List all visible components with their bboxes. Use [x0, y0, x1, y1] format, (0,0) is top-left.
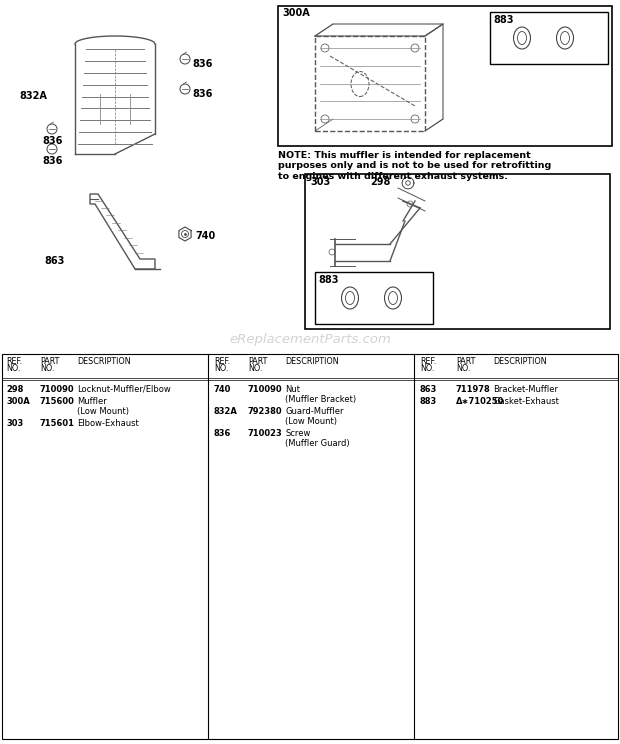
Text: 303: 303: [310, 177, 330, 187]
Text: NO.: NO.: [214, 364, 228, 373]
Text: Screw: Screw: [285, 429, 311, 438]
Text: NOTE: This muffler is intended for replacement
purposes only and is not to be us: NOTE: This muffler is intended for repla…: [278, 151, 551, 181]
Text: 863: 863: [45, 256, 65, 266]
Text: 832A: 832A: [19, 91, 47, 101]
Text: 836: 836: [192, 89, 213, 99]
Text: Locknut-Muffler/Elbow: Locknut-Muffler/Elbow: [77, 385, 170, 394]
Text: (Muffler Guard): (Muffler Guard): [285, 439, 350, 448]
Bar: [2, 354, 618, 739]
Text: (Low Mount): (Low Mount): [77, 407, 129, 416]
Text: eReplacementParts.com: eReplacementParts.com: [229, 333, 391, 345]
Text: 883: 883: [318, 275, 339, 285]
Text: 710090: 710090: [40, 385, 74, 394]
Text: 300A: 300A: [282, 8, 310, 18]
Text: Nut: Nut: [285, 385, 300, 394]
Text: 715600: 715600: [40, 397, 75, 406]
Text: 836: 836: [42, 136, 63, 146]
Text: 740: 740: [195, 231, 215, 241]
Text: 836: 836: [42, 156, 63, 166]
Text: REF.: REF.: [420, 357, 436, 366]
Text: Elbow-Exhaust: Elbow-Exhaust: [77, 419, 139, 428]
Bar: [305, 174, 610, 329]
Text: Bracket-Muffler: Bracket-Muffler: [493, 385, 558, 394]
Text: NO.: NO.: [420, 364, 435, 373]
Text: Muffler: Muffler: [77, 397, 107, 406]
Text: Δ∗710250: Δ∗710250: [456, 397, 505, 406]
Text: (Low Mount): (Low Mount): [285, 417, 337, 426]
Text: NO.: NO.: [6, 364, 20, 373]
Text: 711978: 711978: [456, 385, 491, 394]
Text: PART: PART: [456, 357, 476, 366]
Text: DESCRIPTION: DESCRIPTION: [77, 357, 131, 366]
Text: 863: 863: [420, 385, 437, 394]
Text: 303: 303: [6, 419, 24, 428]
Text: Guard-Muffler: Guard-Muffler: [285, 407, 343, 416]
Text: 832A: 832A: [214, 407, 238, 416]
Bar: [315, 36, 425, 131]
Text: 715601: 715601: [40, 419, 75, 428]
Text: 883: 883: [420, 397, 437, 406]
Text: 300A: 300A: [6, 397, 30, 406]
Text: 298: 298: [370, 177, 391, 187]
Text: 298: 298: [6, 385, 24, 394]
Text: 710023: 710023: [248, 429, 283, 438]
Text: DESCRIPTION: DESCRIPTION: [493, 357, 547, 366]
Text: REF.: REF.: [214, 357, 230, 366]
Text: PART: PART: [248, 357, 267, 366]
Text: 792380: 792380: [248, 407, 283, 416]
Text: 710090: 710090: [248, 385, 283, 394]
Text: NO.: NO.: [456, 364, 471, 373]
Text: 836: 836: [192, 59, 213, 69]
Text: (Muffler Bracket): (Muffler Bracket): [285, 395, 356, 404]
Bar: [278, 6, 612, 146]
Text: 883: 883: [493, 15, 513, 25]
Text: NO.: NO.: [248, 364, 262, 373]
Text: NO.: NO.: [40, 364, 55, 373]
Text: 740: 740: [214, 385, 231, 394]
Text: PART: PART: [40, 357, 60, 366]
Bar: [315, 272, 433, 324]
Text: DESCRIPTION: DESCRIPTION: [285, 357, 339, 366]
Text: Gasket-Exhaust: Gasket-Exhaust: [493, 397, 559, 406]
Bar: [490, 12, 608, 64]
Text: 836: 836: [214, 429, 231, 438]
Text: REF.: REF.: [6, 357, 22, 366]
